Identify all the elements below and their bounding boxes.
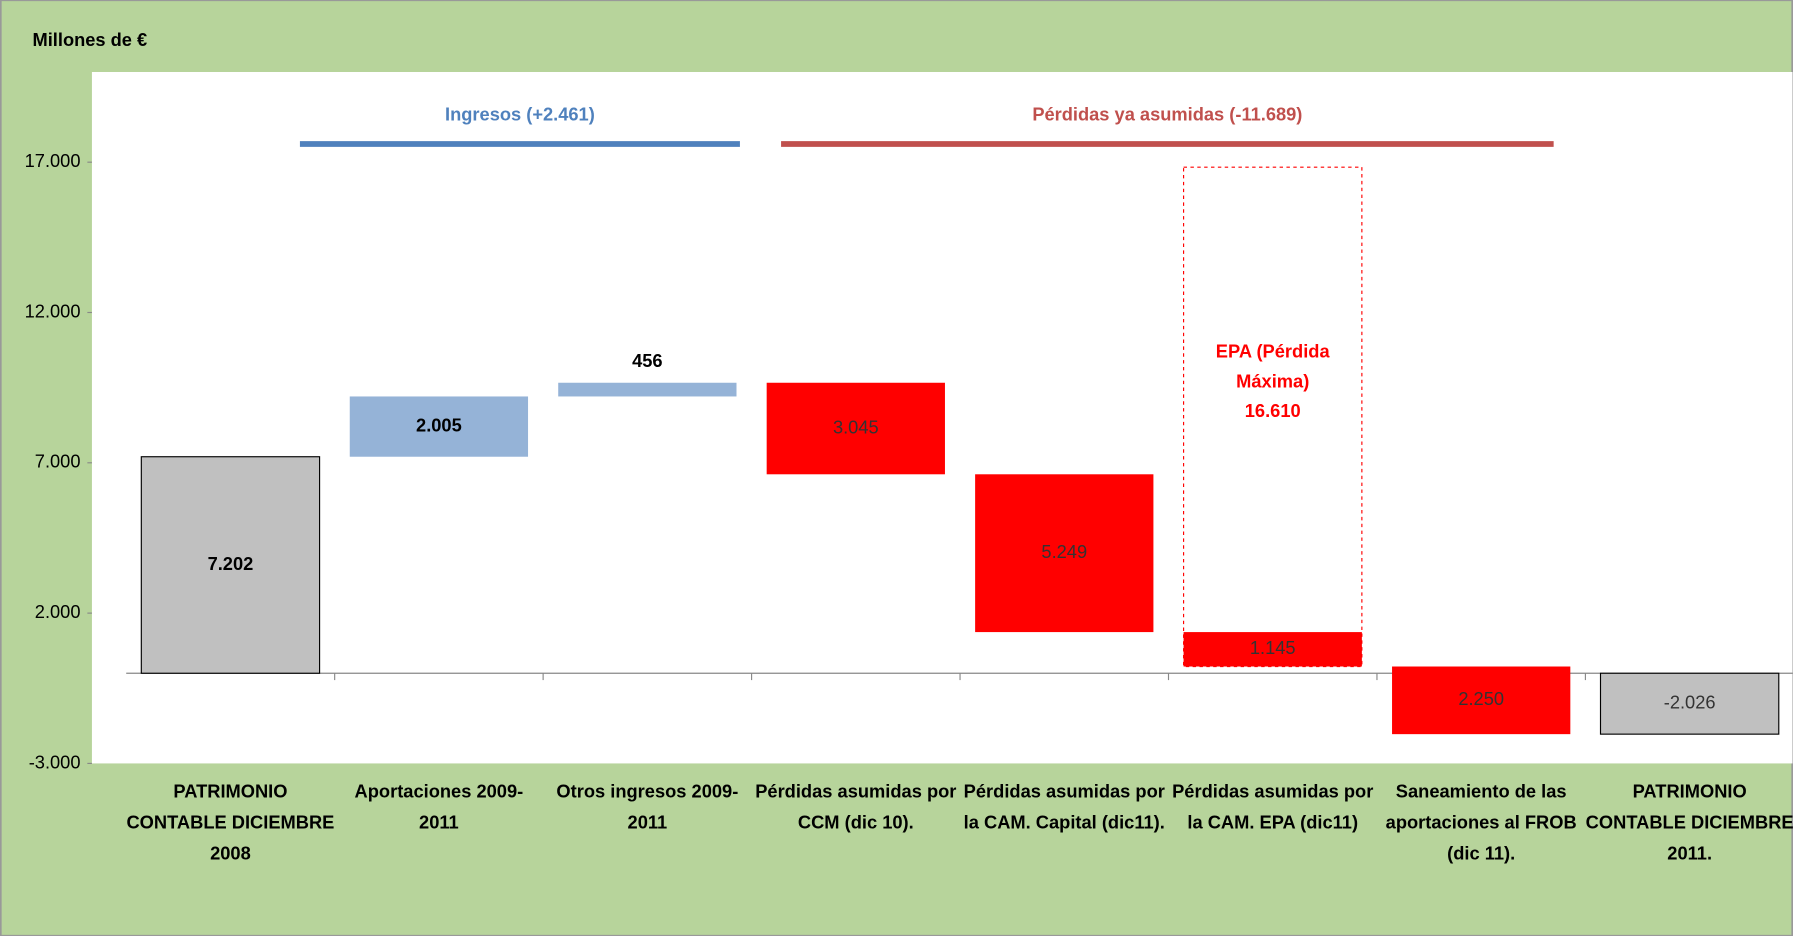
x-tick-label: Saneamiento de las aportaciones al FROB … <box>1385 782 1577 864</box>
bar <box>766 382 945 475</box>
value-label: 456 <box>632 350 662 371</box>
x-label-box: PATRIMONIO CONTABLE DICIEMBRE 2011. <box>1585 782 1793 864</box>
value-label: 3.045 <box>833 416 879 437</box>
epa-label: EPA (Pérdida Máxima) <box>1215 342 1330 392</box>
value-label: -2.026 <box>1664 692 1716 713</box>
x-label-box: Otros ingresos 2009-2011 <box>556 782 739 834</box>
x-tick-label: Aportaciones 2009-2011 <box>354 782 524 834</box>
value-label: 1.145 <box>1250 637 1296 658</box>
x-tick-label: Pérdidas asumidas por la CAM. Capital (d… <box>963 782 1165 834</box>
x-label-box: PATRIMONIO CONTABLE DICIEMBRE 2008 <box>126 782 335 864</box>
y-tick-label: 12.000 <box>25 300 81 321</box>
bar <box>558 382 737 397</box>
x-tick-label: PATRIMONIO CONTABLE DICIEMBRE 2011. <box>1585 782 1793 864</box>
epa-box <box>1183 166 1363 668</box>
x-label-box: Aportaciones 2009-2011 <box>354 782 524 834</box>
x-tick-label: Otros ingresos 2009-2011 <box>556 782 739 834</box>
x-label-box: Pérdidas asumidas por CCM (dic 10). <box>755 782 957 834</box>
value-label: 2.005 <box>416 414 462 435</box>
epa-value: 16.610 <box>1244 402 1301 422</box>
annotation: Pérdidas ya asumidas (-11.689) <box>1032 103 1302 124</box>
bar <box>349 396 529 457</box>
bar <box>1183 632 1362 667</box>
y-tick-label: 17.000 <box>25 150 81 171</box>
value-label: 5.249 <box>1041 541 1087 562</box>
value-label: 2.250 <box>1458 688 1504 709</box>
x-tick-label: Pérdidas asumidas por CCM (dic 10). <box>755 782 957 834</box>
y-tick-label: 2.000 <box>35 601 81 622</box>
bar <box>1599 672 1780 735</box>
x-tick-label: PATRIMONIO CONTABLE DICIEMBRE 2008 <box>126 782 335 864</box>
chart-title: Millones de € <box>32 29 147 50</box>
bar <box>975 474 1154 633</box>
x-label-box: Pérdidas asumidas por la CAM. Capital (d… <box>963 782 1165 834</box>
bar <box>140 456 321 674</box>
x-tick-label: Pérdidas asumidas por la CAM. EPA (dic11… <box>1172 782 1374 834</box>
y-tick-label: -3.000 <box>29 751 81 772</box>
annotation: Ingresos (+2.461) <box>445 103 595 124</box>
bar <box>1392 666 1571 735</box>
y-tick-label: 7.000 <box>35 451 81 472</box>
x-label-box: Saneamiento de las aportaciones al FROB … <box>1385 782 1577 864</box>
x-label-box: Pérdidas asumidas por la CAM. EPA (dic11… <box>1172 782 1374 834</box>
epa-text-box: EPA (Pérdida Máxima) 16.610 <box>1215 342 1330 422</box>
value-label: 7.202 <box>208 553 254 574</box>
